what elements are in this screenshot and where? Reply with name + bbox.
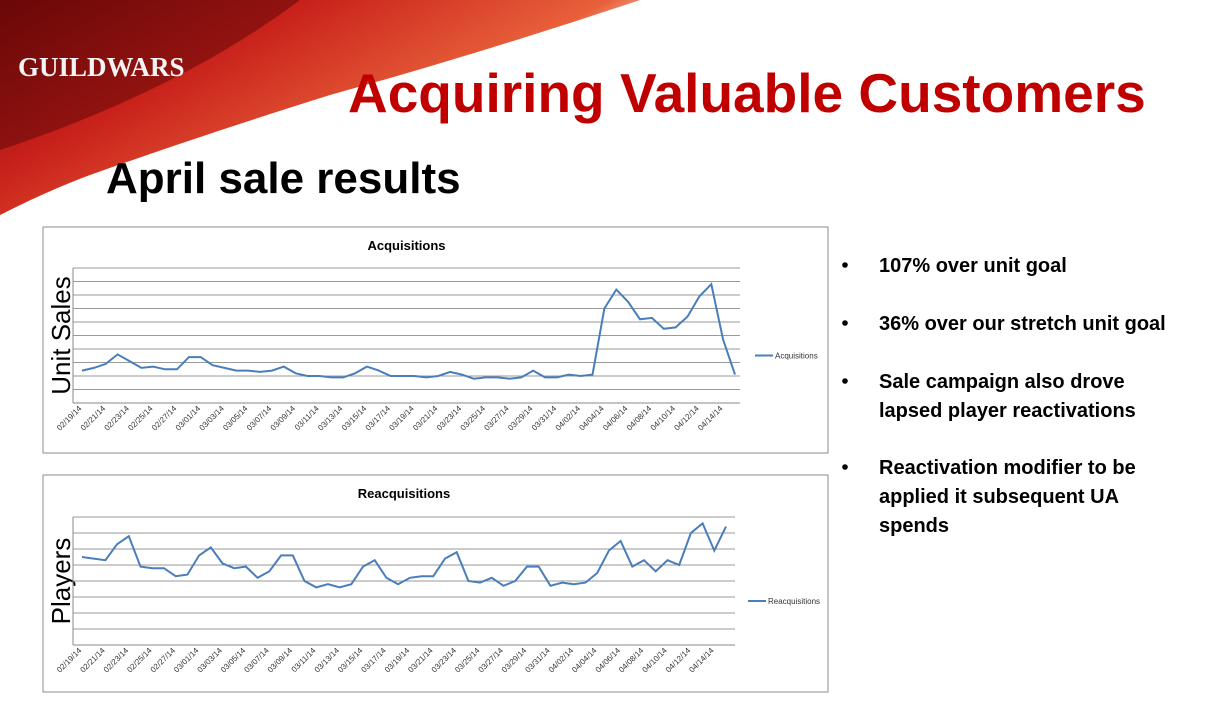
bullet-text: applied it subsequent UA	[879, 486, 1119, 508]
bullet-dot	[842, 320, 848, 326]
y-axis-label: Unit Sales	[46, 276, 76, 395]
bullet-text: Sale campaign also drove	[879, 371, 1125, 393]
bullet-text: 36% over our stretch unit goal	[879, 313, 1166, 335]
legend-label: Reacquisitions	[768, 597, 820, 606]
bullet-text: Reactivation modifier to be	[879, 457, 1136, 479]
bullet-text: 107% over unit goal	[879, 255, 1067, 277]
bullet-text: spends	[879, 515, 949, 537]
y-axis-label: Players	[46, 538, 76, 625]
bullet-text: lapsed player reactivations	[879, 400, 1136, 422]
chart-title: Reacquisitions	[358, 486, 450, 501]
legend-label: Acquisitions	[775, 352, 818, 361]
data-line	[81, 521, 727, 589]
bullet-dot	[842, 262, 848, 268]
slide-title: Acquiring Valuable Customers	[348, 62, 1146, 124]
bullet-dot	[842, 378, 848, 384]
logo: GUILDWARS	[18, 52, 185, 82]
bullet-list: 107% over unit goal 36% over our stretch …	[842, 255, 1166, 537]
chart-title: Acquisitions	[367, 238, 445, 253]
data-line	[81, 282, 736, 380]
bullet-dot	[842, 464, 848, 470]
header-shade	[0, 0, 300, 150]
chart-frame	[42, 474, 829, 693]
chart-frame	[42, 226, 829, 454]
slide-subtitle: April sale results	[106, 154, 461, 203]
